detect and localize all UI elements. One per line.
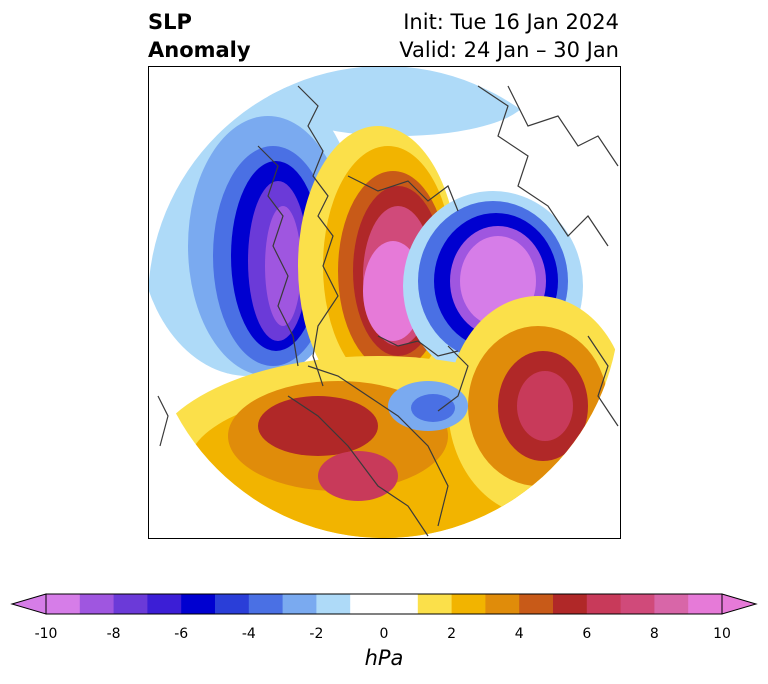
colorbar-extend-low — [10, 593, 47, 615]
colorbar-tick-label: -2 — [309, 626, 324, 642]
colorbar-tick-label: 2 — [447, 626, 457, 642]
colorbar-tick-label: -8 — [106, 626, 121, 642]
colorbar-tick-label: 6 — [582, 626, 592, 642]
map-title: SLP Anomaly — [148, 8, 251, 64]
colorbar-swatch — [316, 594, 351, 614]
colorbar-swatch — [519, 594, 554, 614]
colorbar-tick-label: 0 — [379, 626, 389, 642]
map-dates: Init: Tue 16 Jan 2024 Valid: 24 Jan – 30… — [399, 8, 619, 64]
colorbar-swatch — [181, 594, 216, 614]
colorbar-tick-label: 4 — [514, 626, 524, 642]
colorbar-swatch — [485, 594, 520, 614]
anomaly-fill — [148, 66, 620, 538]
colorbar-swatch — [620, 594, 655, 614]
colorbar-swatch — [586, 594, 622, 614]
title-anomaly: Anomaly — [148, 38, 251, 62]
title-variable: SLP — [148, 10, 192, 34]
colorbar-units: hPa — [364, 646, 404, 670]
colorbar-tick-label: -10 — [34, 626, 58, 642]
colorbar-tick-label: 10 — [713, 626, 731, 642]
colorbar-swatch — [417, 594, 453, 614]
colorbar-swatch — [79, 594, 115, 614]
coastlines — [157, 85, 619, 537]
colorbar-swatch — [384, 594, 419, 614]
colorbar-swatch — [553, 594, 588, 614]
colorbar-swatch — [113, 594, 148, 614]
valid-range: Valid: 24 Jan – 30 Jan — [399, 38, 619, 62]
colorbar-swatch — [451, 594, 486, 614]
init-date: Init: Tue 16 Jan 2024 — [403, 10, 619, 34]
colorbar-tick-label: 8 — [649, 626, 659, 642]
colorbar-tick-label: -6 — [174, 626, 189, 642]
colorbar-swatch — [350, 594, 385, 614]
colorbar-swatch — [46, 594, 81, 614]
slp-anomaly-map — [148, 66, 621, 539]
colorbar — [10, 593, 758, 615]
colorbar-swatch — [654, 594, 689, 614]
colorbar-extend-high — [721, 593, 758, 615]
colorbar-swatch — [147, 594, 182, 614]
colorbar-swatch — [248, 594, 284, 614]
colorbar-swatch — [688, 594, 723, 614]
colorbar-swatch — [215, 594, 250, 614]
colorbar-tick-label: -4 — [241, 626, 256, 642]
colorbar-swatch — [282, 594, 317, 614]
